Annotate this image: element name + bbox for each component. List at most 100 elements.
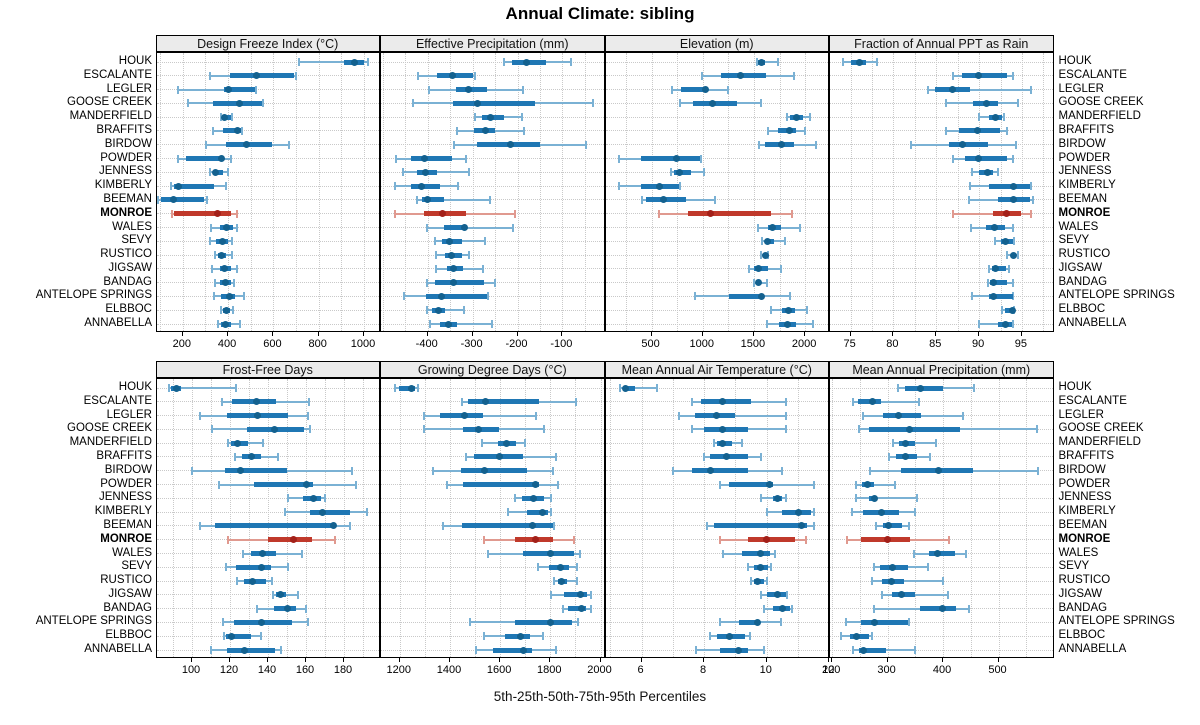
whisker-cap-5th [679,99,682,108]
gridline-row [156,594,380,596]
axis-tick-label: 2000 [587,664,612,676]
whisker-cap-5th [913,549,916,558]
whisker-cap-95th [481,264,484,273]
gridline-row [605,144,829,146]
whisker-cap-95th [230,113,233,122]
whisker-cap-95th [656,384,659,392]
whisker-cap-95th [350,466,353,475]
gridline-v [957,53,959,331]
whisker-cap-95th [591,99,594,108]
axis-tick [343,658,344,662]
whisker-cap-5th [944,99,947,108]
whisker-cap-5th [1001,306,1004,315]
axis-tick-label: 140 [257,664,277,676]
whisker-cap-5th [868,466,871,475]
whisker-cap-95th [578,549,581,558]
median-dot [173,384,181,392]
whisker-cap-95th [762,646,765,654]
station-label-right: RUSTICO [1058,248,1111,261]
median-dot [722,453,730,461]
whisker-cap-5th [706,521,709,530]
whisker-cap-5th [618,384,621,392]
whisker-cap-95th [1014,140,1017,149]
station-label-left: JIGSAW [108,261,152,274]
iqr-bar [214,523,337,529]
gridline-v [610,379,612,657]
axis-tick-label: 2000 [791,338,817,350]
percentile-whisker [852,400,919,403]
gridline-v [998,379,1000,657]
station-label-right: ELBBOC [1058,303,1106,316]
median-dot [707,210,715,218]
whisker-cap-95th [235,209,238,218]
whisker-cap-5th [208,168,211,177]
whisker-cap-5th [208,71,211,80]
whisker-cap-95th [365,508,368,517]
iqr-bar [748,537,795,543]
gridline-v [424,379,426,657]
station-label-left: POWDER [100,477,152,490]
whisker-cap-5th [423,425,426,434]
gridline-row [830,61,1053,63]
median-dot [719,398,727,406]
whisker-cap-5th [211,425,213,434]
whisker-cap-95th [287,140,290,149]
whisker-cap-95th [467,168,470,177]
whisker-cap-95th [301,549,304,558]
median-dot [249,577,257,585]
whisker-cap-5th [986,278,989,287]
whisker-cap-5th [205,140,208,149]
station-label-right: ANTELOPE SPRINGS [1058,289,1175,302]
iqr-bar [962,73,1008,79]
median-dot [755,265,762,273]
gridline-row [156,323,380,325]
median-dot [222,320,230,328]
whisker-cap-95th [679,182,682,191]
station-label-right: ANNABELLA [1058,317,1127,329]
gridline-v [192,379,193,657]
median-dot [444,320,452,328]
gridline-row [156,213,380,215]
whisker-cap-95th [585,140,588,149]
station-label-right: BEEMAN [1058,192,1108,205]
axis-tick-label: 10 [759,664,772,676]
median-dot [240,646,248,654]
whisker-cap-95th [803,126,806,135]
panel-5 [380,378,605,658]
station-label-right: POWDER [1058,477,1111,490]
gridline-row [830,75,1053,77]
iqr-bar [225,468,287,474]
iqr-bar [410,156,452,161]
axis-tick [471,332,473,336]
gridline-row [156,89,380,91]
gridline-v [363,379,364,657]
whisker-cap-95th [552,521,555,530]
median-dot [217,251,225,259]
station-label-right: SEVY [1058,234,1090,247]
gridline-row [830,566,1053,568]
gridline-row [830,185,1053,187]
axis-tick [935,332,937,336]
whisker-cap-95th [462,306,465,315]
median-dot [547,618,555,626]
gridline-v [364,53,365,331]
whisker-cap-5th [481,439,484,448]
iqr-bar [949,142,988,148]
whisker-cap-5th [415,195,418,204]
whisker-cap-95th [1029,85,1032,94]
gridline-row [830,116,1053,118]
iqr-bar [229,73,294,79]
iqr-bar [224,87,255,93]
median-dot [506,141,514,149]
median-dot [174,182,182,190]
whisker-cap-5th [750,577,753,586]
station-label-left: HOUK [118,381,152,393]
whisker-cap-95th [973,384,976,392]
iqr-bar [425,293,487,299]
whisker-cap-5th [871,577,874,586]
whisker-cap-95th [306,411,309,420]
gridline-v [1043,53,1045,331]
percentile-whisker [429,323,492,325]
median-dot [227,632,235,640]
median-dot [870,494,878,502]
